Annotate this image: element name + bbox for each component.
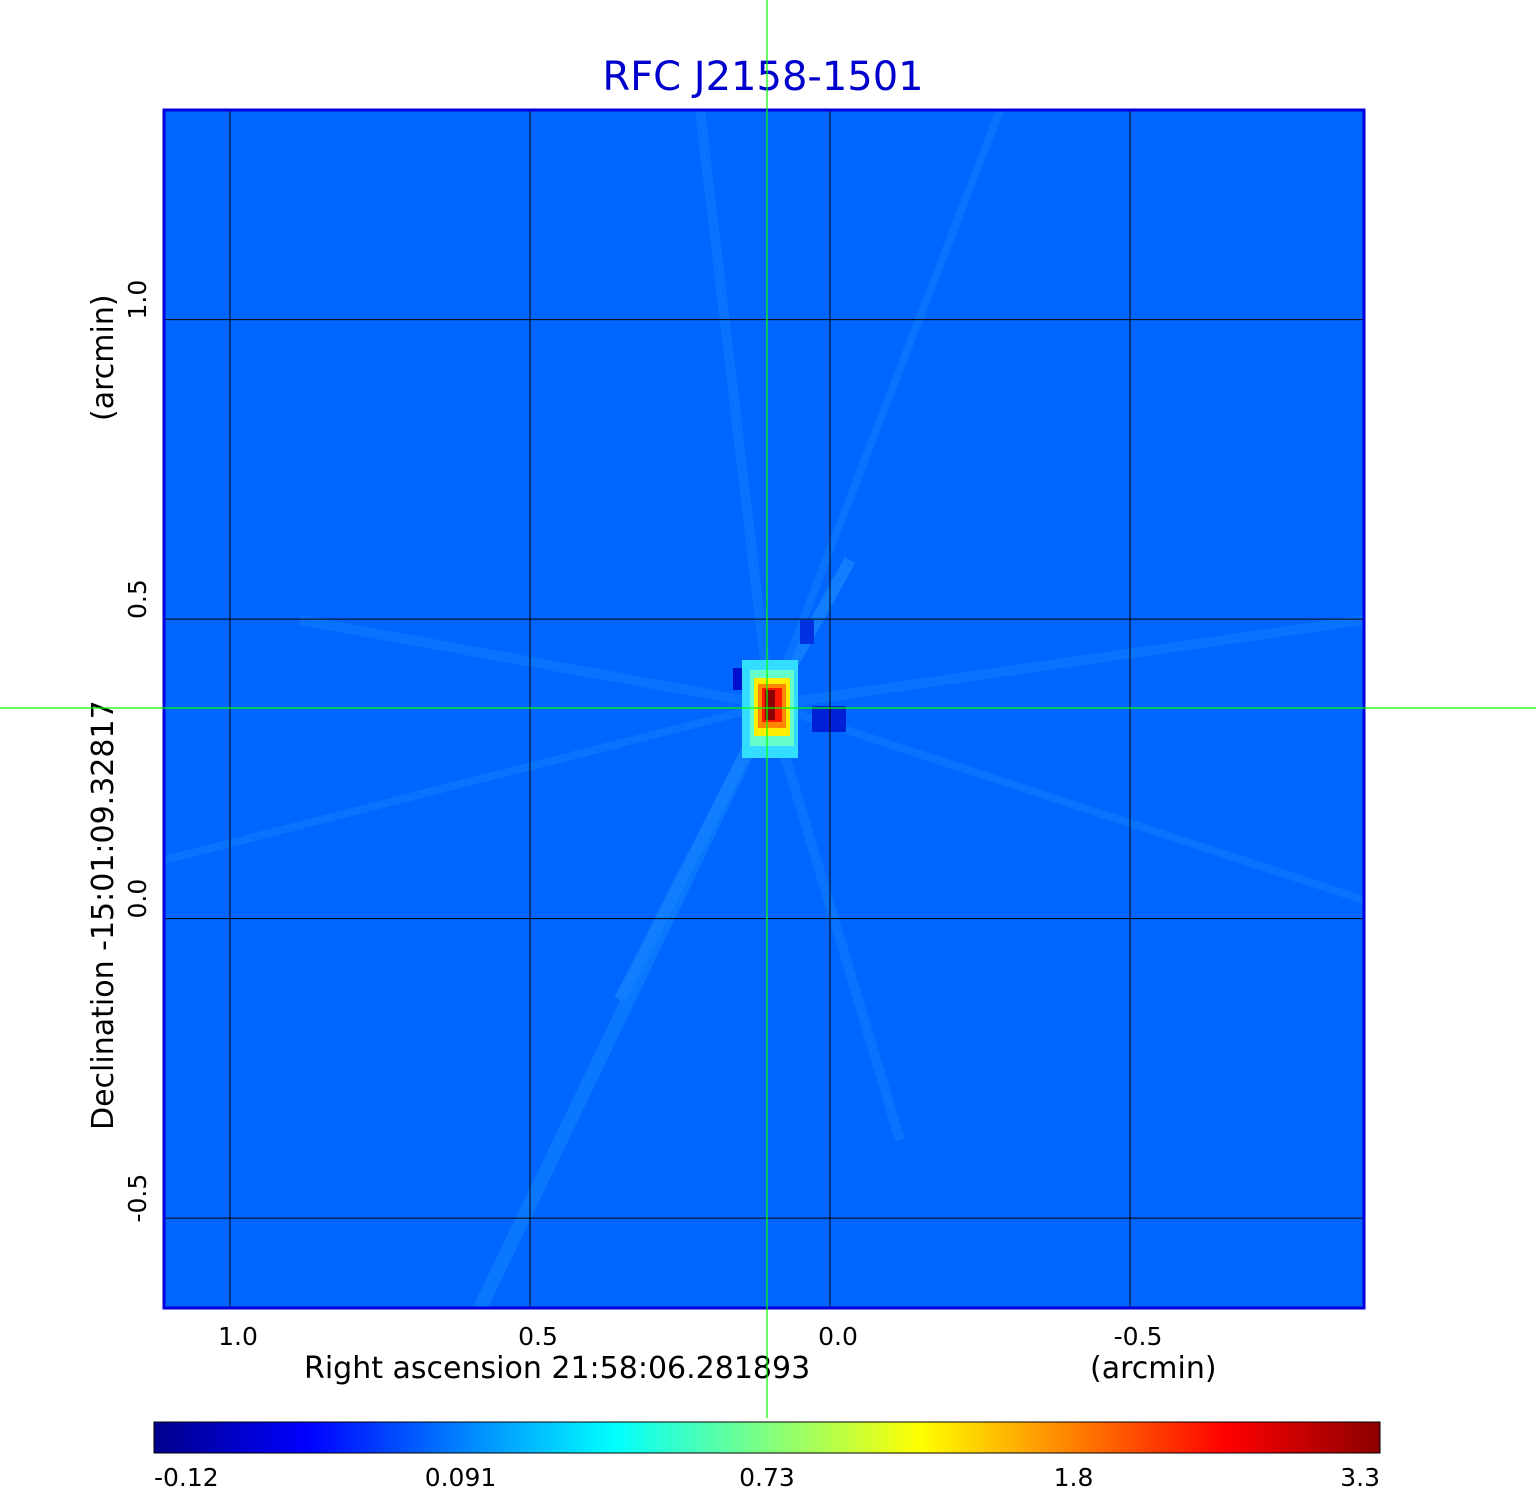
negative-dip	[800, 620, 814, 644]
colorbar-tick-label: 0.73	[739, 1463, 795, 1492]
y-tick-labels: 1.0 0.5 0.0 -0.5	[123, 280, 152, 1223]
x-tick-label: 0.0	[818, 1322, 858, 1351]
x-axis-unit: (arcmin)	[1090, 1351, 1217, 1386]
colorbar-tick-label: -0.12	[154, 1463, 219, 1492]
colorbar	[153, 1421, 1381, 1454]
negative-dip	[812, 706, 846, 732]
chart-title: RFC J2158-1501	[602, 54, 923, 100]
y-axis-unit: (arcmin)	[86, 294, 121, 421]
colorbar-tick-label: 1.8	[1054, 1463, 1094, 1492]
y-tick-label: -0.5	[123, 1174, 152, 1223]
x-tick-label: -0.5	[1114, 1322, 1163, 1351]
x-axis-label: Right ascension 21:58:06.281893	[304, 1351, 810, 1386]
source-peak	[742, 660, 798, 758]
y-tick-label: 0.5	[123, 579, 152, 619]
colorbar-tick-labels: -0.12 0.091 0.73 1.8 3.3	[154, 1463, 1380, 1492]
x-tick-label: 1.0	[218, 1322, 258, 1351]
plot-border	[162, 108, 1366, 1310]
x-tick-labels: 1.0 0.5 0.0 -0.5	[218, 1322, 1162, 1351]
colorbar-tick-label: 0.091	[425, 1463, 497, 1492]
colorbar-tick-label: 3.3	[1340, 1463, 1380, 1492]
y-axis-label: Declination -15:01:09.32817	[86, 700, 121, 1130]
y-tick-label: 0.0	[123, 879, 152, 919]
y-tick-label: 1.0	[123, 280, 152, 320]
x-tick-label: 0.5	[518, 1322, 558, 1351]
coordinate-grid	[164, 110, 1364, 1308]
